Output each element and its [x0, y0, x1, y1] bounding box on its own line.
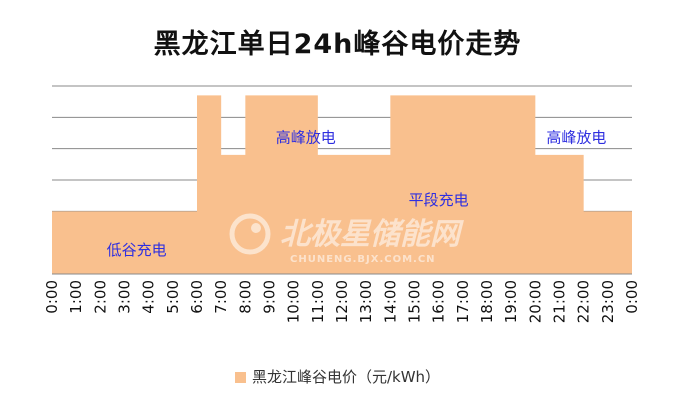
x-tick-label: 21:00 — [551, 280, 569, 323]
area-series — [52, 95, 632, 275]
x-tick-label: 7:00 — [212, 280, 230, 314]
x-tick-label: 18:00 — [478, 280, 496, 323]
x-tick-label: 16:00 — [430, 280, 448, 323]
x-tick-label: 8:00 — [236, 280, 254, 314]
x-tick-label: 23:00 — [599, 280, 617, 323]
watermark: 北极星储能网 CHUNENG.BJX.COM.CN — [229, 213, 464, 265]
series-area — [52, 95, 632, 275]
watermark-logo-icon — [229, 213, 271, 255]
x-tick-label: 15:00 — [406, 280, 424, 323]
watermark-subtext: CHUNENG.BJX.COM.CN — [290, 254, 436, 265]
x-tick-label: 2:00 — [91, 280, 109, 314]
x-tick-label: 3:00 — [116, 280, 134, 314]
chart-title: 黑龙江单日24h峰谷电价走势 — [153, 29, 522, 60]
x-tick-label: 10:00 — [285, 280, 303, 323]
x-tick-label: 22:00 — [575, 280, 593, 323]
x-tick-label: 14:00 — [381, 280, 399, 323]
x-axis: 0:00 1:00 2:00 3:00 4:00 5:00 6:00 7:00 8:00 9:00… — [43, 273, 641, 323]
legend-swatch — [234, 372, 246, 383]
legend: 黑龙江峰谷电价（元/kWh） — [0, 366, 675, 387]
x-tick-label: 20:00 — [526, 280, 544, 323]
x-tick-label: 0:00 — [623, 280, 641, 314]
annotation-label: 平段充电 — [409, 191, 469, 209]
x-tick-label: 6:00 — [188, 280, 206, 314]
x-tick-label: 5:00 — [164, 280, 182, 314]
watermark-text: 北极星储能网 — [280, 217, 464, 252]
x-tick-label: 0:00 — [43, 280, 61, 314]
x-tick-label: 19:00 — [502, 280, 520, 323]
annotation-label: 低谷充电 — [107, 241, 167, 259]
x-tick-label: 12:00 — [333, 280, 351, 323]
x-tick-label: 9:00 — [261, 280, 279, 314]
annotation-label: 高峰放电 — [546, 128, 606, 146]
x-tick-label: 11:00 — [309, 280, 327, 323]
x-tick-label: 1:00 — [67, 280, 85, 314]
annotation-label: 高峰放电 — [276, 128, 336, 146]
watermark-star-icon — [251, 223, 261, 233]
x-tick-label: 13:00 — [357, 280, 375, 323]
x-tick-label: 4:00 — [140, 280, 158, 314]
legend-label: 黑龙江峰谷电价（元/kWh） — [251, 368, 441, 386]
x-tick-label: 17:00 — [454, 280, 472, 323]
